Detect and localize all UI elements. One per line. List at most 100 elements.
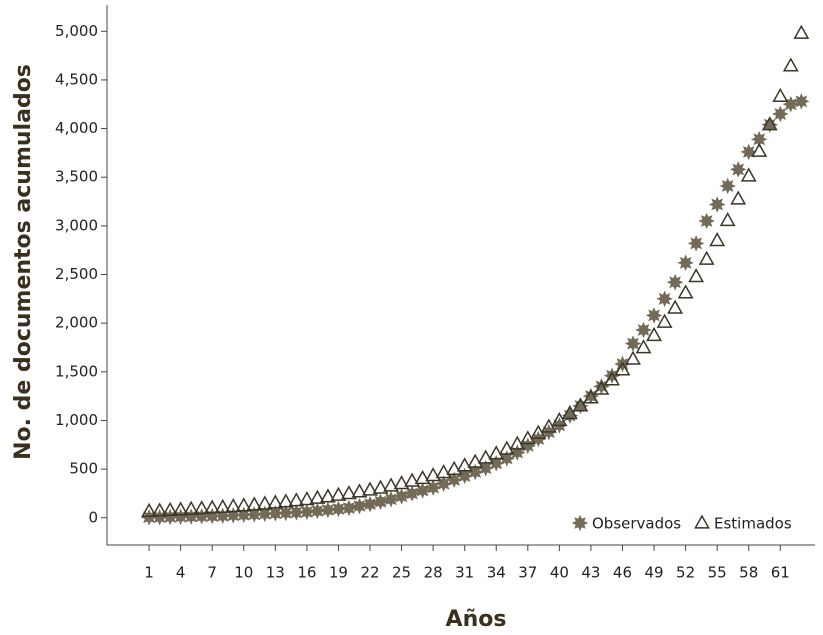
- x-tick-label: 49: [644, 564, 663, 582]
- star-marker: [288, 504, 305, 521]
- y-tick-label: 2,000: [55, 314, 98, 332]
- triangle-marker: [751, 142, 768, 157]
- x-tick-label: 37: [518, 564, 537, 582]
- y-tick-label: 2,500: [55, 265, 98, 283]
- triangle-marker: [183, 500, 200, 515]
- triangle-marker: [635, 339, 652, 354]
- star-marker: [761, 116, 779, 134]
- star-marker: [687, 235, 705, 252]
- star-marker: [582, 387, 600, 405]
- legend-label: Observados: [592, 515, 681, 533]
- triangle-marker: [414, 469, 431, 485]
- triangle-marker: [656, 313, 673, 328]
- star-marker: [645, 307, 663, 324]
- x-tick-label: 61: [771, 564, 790, 582]
- x-tick-label: 10: [234, 564, 253, 582]
- star-marker: [719, 177, 737, 195]
- star-marker: [477, 459, 494, 477]
- star-marker: [340, 499, 358, 517]
- star-marker: [677, 254, 694, 272]
- legend-label: Estimados: [714, 515, 792, 533]
- triangle-marker: [214, 498, 231, 513]
- star-marker: [750, 131, 768, 148]
- y-tick-label: 4,000: [55, 119, 98, 137]
- star-marker: [792, 92, 810, 110]
- star-marker: [151, 509, 168, 526]
- star-marker: [351, 497, 368, 515]
- star-marker: [309, 502, 326, 520]
- x-tick-label: 16: [297, 564, 316, 582]
- triangle-marker: [404, 472, 421, 487]
- y-tick-label: 1,000: [55, 411, 98, 429]
- triangle-marker: [362, 481, 378, 496]
- triangle-marker: [740, 167, 757, 182]
- star-marker: [319, 501, 337, 519]
- x-tick-label: 1: [144, 564, 154, 582]
- x-tick-label: 43: [581, 564, 600, 582]
- triangle-marker: [162, 501, 179, 517]
- triangle-marker: [498, 440, 515, 455]
- triangle-marker: [372, 479, 389, 494]
- triangle-marker: [477, 449, 494, 464]
- x-tick-label: 58: [739, 564, 758, 582]
- triangle-marker: [698, 250, 715, 265]
- star-marker: [772, 105, 789, 123]
- triangle-marker: [467, 453, 484, 468]
- triangle-marker: [561, 404, 578, 420]
- star-marker: [298, 503, 316, 521]
- x-tick-label: 28: [424, 564, 443, 582]
- triangle-marker: [719, 211, 736, 227]
- y-tick-label: 1,500: [55, 362, 98, 380]
- triangle-marker: [456, 457, 473, 472]
- star-marker: [277, 504, 295, 522]
- x-tick-label: 13: [266, 564, 285, 582]
- star-marker: [414, 482, 431, 499]
- star-marker: [361, 495, 379, 513]
- triangle-marker: [425, 467, 442, 482]
- star-marker: [140, 509, 158, 526]
- triangle-marker: [288, 492, 305, 507]
- triangle-marker: [319, 488, 336, 503]
- y-tick-label: 3,500: [55, 168, 98, 186]
- triangle-marker: [172, 501, 189, 516]
- y-tick-label: 4,500: [55, 70, 98, 88]
- triangle-marker: [341, 485, 357, 500]
- star-marker: [624, 335, 642, 352]
- y-tick-label: 3,000: [55, 216, 98, 234]
- triangle-marker: [435, 464, 452, 479]
- triangle-marker: [551, 411, 568, 427]
- x-tick-label: 46: [613, 564, 632, 582]
- star-marker: [656, 290, 673, 308]
- y-tick-label: 0: [88, 508, 98, 526]
- triangle-marker: [256, 495, 273, 510]
- x-tick-label: 19: [329, 564, 348, 582]
- triangle-marker: [593, 380, 610, 395]
- star-marker: [382, 491, 400, 508]
- star-marker: [267, 505, 284, 522]
- x-tick-label: 40: [550, 564, 569, 582]
- triangle-marker: [761, 116, 778, 131]
- y-tick-label: 5,000: [55, 22, 98, 40]
- star-marker: [161, 508, 179, 526]
- triangle-marker: [509, 435, 526, 450]
- triangle-marker: [782, 57, 799, 72]
- x-tick-label: 52: [676, 564, 695, 582]
- x-tick-label: 55: [708, 564, 727, 582]
- triangle-marker: [446, 460, 463, 475]
- x-tick-label: 7: [207, 564, 217, 582]
- triangle-marker: [677, 284, 694, 299]
- triangle-marker: [688, 268, 705, 283]
- triangle-marker: [204, 499, 221, 514]
- triangle-marker: [151, 502, 168, 517]
- legend-marker: [694, 514, 710, 529]
- triangle-marker: [267, 494, 284, 509]
- triangle-marker: [141, 502, 158, 517]
- triangle-marker: [730, 190, 747, 205]
- triangle-marker: [298, 491, 315, 506]
- star-marker: [172, 508, 189, 526]
- x-tick-label: 22: [360, 564, 379, 582]
- triangle-marker: [277, 493, 294, 508]
- star-marker: [708, 196, 726, 213]
- y-axis-title: No. de documentos acumulados: [11, 64, 36, 460]
